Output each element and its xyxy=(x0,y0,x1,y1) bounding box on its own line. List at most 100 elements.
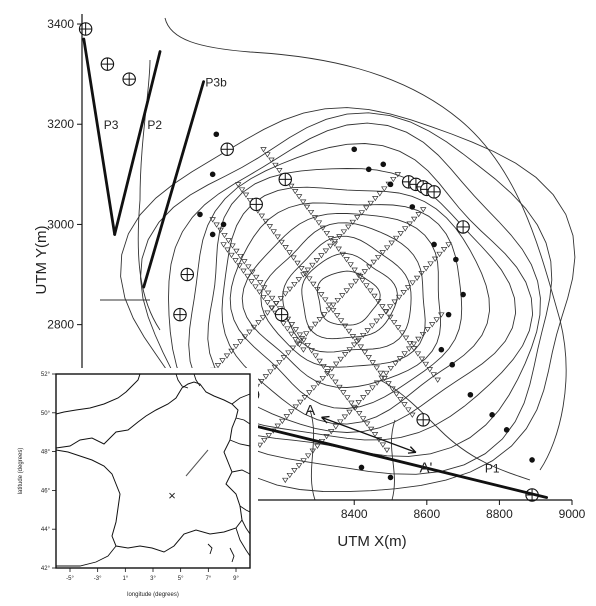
survey-point xyxy=(393,391,400,397)
profile-label-p2: P2 xyxy=(147,118,162,132)
y-tick-label: 3400 xyxy=(47,17,74,31)
channel-coast xyxy=(175,373,201,389)
survey-point xyxy=(241,334,249,340)
survey-point xyxy=(381,186,388,192)
survey-point xyxy=(300,458,307,464)
survey-point xyxy=(295,277,303,283)
survey-point xyxy=(369,385,376,391)
survey-point xyxy=(307,326,315,332)
inset-x-tick-label: -3° xyxy=(94,576,102,582)
survey-point xyxy=(357,274,364,280)
survey-point xyxy=(386,314,394,320)
survey-point xyxy=(311,215,319,221)
contour-line xyxy=(168,122,541,457)
survey-point xyxy=(321,312,328,318)
survey-point xyxy=(371,293,378,299)
survey-point xyxy=(349,219,357,226)
survey-point xyxy=(292,337,299,343)
survey-point xyxy=(440,247,448,253)
survey-point xyxy=(284,326,291,332)
survey-point xyxy=(248,279,255,285)
survey-point xyxy=(389,386,396,392)
survey-point xyxy=(340,390,347,396)
survey-point xyxy=(396,356,404,362)
station-cross xyxy=(456,220,470,234)
survey-point xyxy=(365,355,372,361)
survey-point xyxy=(364,328,371,334)
survey-point xyxy=(358,210,366,216)
survey-point xyxy=(349,334,357,340)
survey-point xyxy=(385,381,392,387)
survey-point xyxy=(383,245,391,251)
station-cross xyxy=(173,307,187,322)
survey-point xyxy=(355,411,363,417)
survey-point xyxy=(252,274,260,281)
survey-point xyxy=(286,472,294,479)
x-axis-label: UTM X(m) xyxy=(337,533,406,550)
survey-point xyxy=(373,380,381,386)
contour-line xyxy=(301,253,398,340)
survey-point xyxy=(415,336,422,342)
survey-point xyxy=(302,271,309,277)
survey-point xyxy=(405,407,412,413)
y-tick-label: 2800 xyxy=(47,318,74,332)
inset-y-tick-label: 42° xyxy=(41,566,51,572)
survey-point xyxy=(315,220,323,226)
survey-point xyxy=(288,322,296,328)
survey-point xyxy=(316,317,324,323)
survey-point xyxy=(225,238,232,244)
contour-line xyxy=(221,186,490,425)
survey-point xyxy=(309,448,317,454)
survey-point xyxy=(328,374,335,380)
borehole-dot xyxy=(213,131,220,138)
survey-point xyxy=(307,209,315,216)
borehole-dot xyxy=(409,204,416,210)
survey-point xyxy=(318,253,325,259)
survey-point xyxy=(433,317,440,323)
survey-point xyxy=(337,356,344,363)
x-ticks: 8400 8600 8800 9000 xyxy=(341,500,586,521)
spain-border xyxy=(56,545,117,567)
y-tick-label: 3000 xyxy=(47,217,74,231)
survey-point xyxy=(244,273,251,280)
survey-point xyxy=(274,423,282,429)
station-cross xyxy=(427,185,441,199)
survey-point xyxy=(228,348,235,354)
survey-point xyxy=(221,232,228,239)
borehole-dot xyxy=(445,311,452,318)
contour-line xyxy=(140,112,553,475)
survey-point xyxy=(363,283,370,289)
survey-point xyxy=(366,264,373,270)
survey-point xyxy=(344,395,351,401)
survey-point xyxy=(422,361,430,368)
survey-point xyxy=(268,295,276,302)
survey-point xyxy=(325,302,333,308)
survey-point xyxy=(280,321,287,327)
borehole-dot xyxy=(197,211,203,218)
survey-point xyxy=(391,299,398,305)
survey-point xyxy=(379,250,386,256)
survey-point xyxy=(348,283,355,289)
survey-point xyxy=(285,350,292,356)
inset-y-tick-label: 50° xyxy=(41,411,51,417)
survey-point xyxy=(341,414,349,420)
survey-point xyxy=(334,297,342,304)
survey-point xyxy=(360,395,367,401)
survey-point xyxy=(394,325,402,331)
borehole-dots xyxy=(197,131,535,481)
survey-point xyxy=(434,377,441,383)
survey-point xyxy=(267,369,274,375)
survey-point xyxy=(337,419,344,425)
station-cross xyxy=(249,197,263,212)
station-cross xyxy=(100,57,115,71)
survey-point xyxy=(381,376,388,382)
survey-point xyxy=(330,302,337,308)
survey-point xyxy=(306,390,313,396)
survey-point xyxy=(237,253,244,260)
inset-x-tick-label: 1° xyxy=(122,576,128,582)
survey-point xyxy=(274,234,281,240)
survey-point xyxy=(337,318,345,324)
survey-point xyxy=(335,246,342,252)
survey-point xyxy=(374,254,382,261)
survey-point xyxy=(361,349,369,356)
